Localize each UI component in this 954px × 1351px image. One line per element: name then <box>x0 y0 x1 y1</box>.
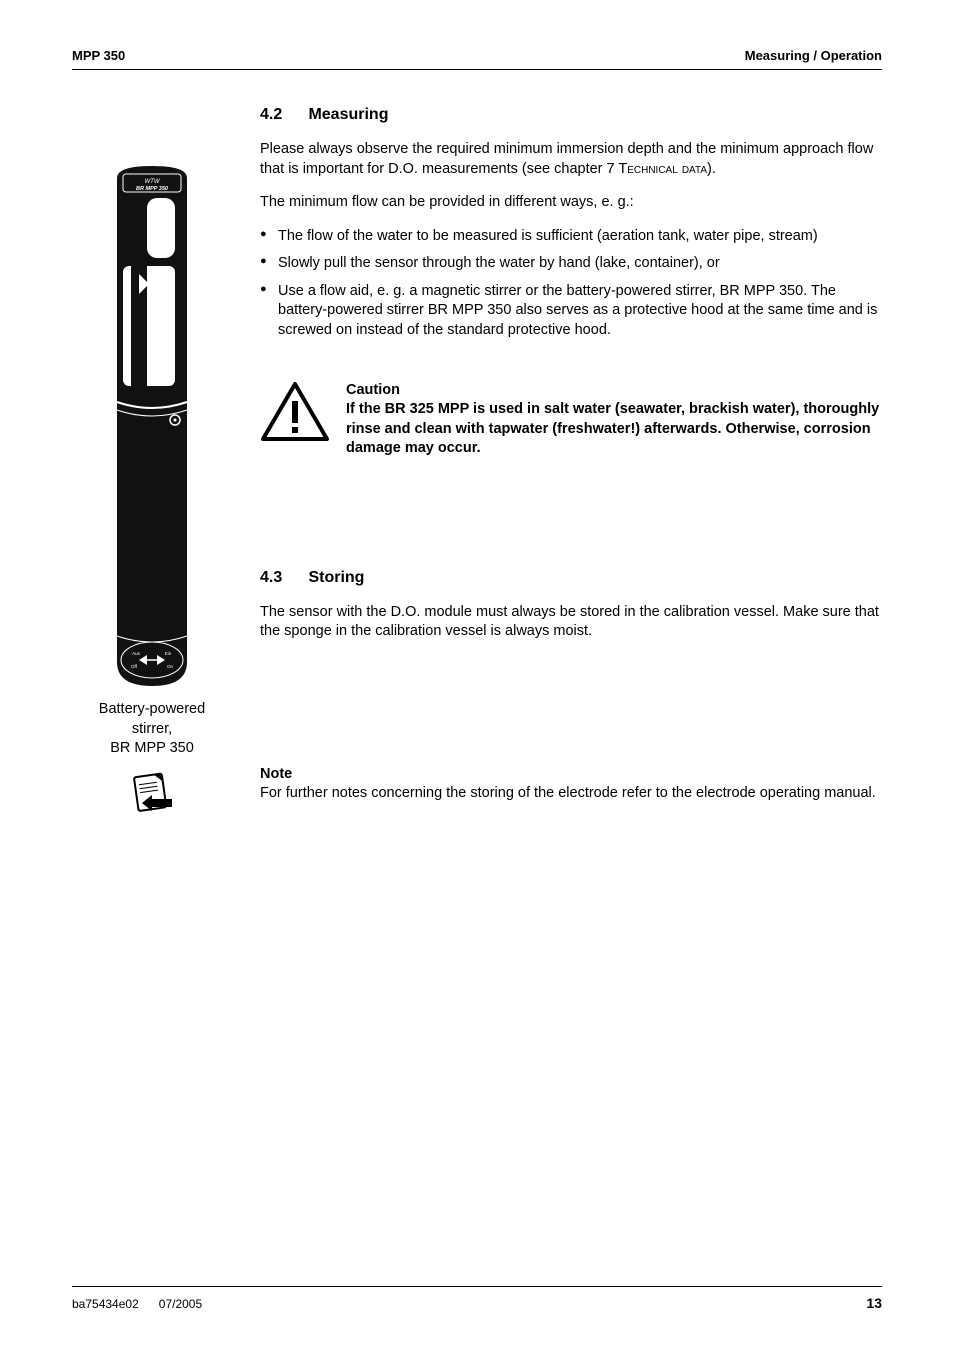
left-column: WTW BR MPP 350 <box>72 106 232 759</box>
stirrer-caption: Battery-powered stirrer, BR MPP 350 <box>72 700 232 759</box>
bullet-item: Slowly pull the sensor through the water… <box>260 254 882 274</box>
measuring-bullets: The flow of the water to be measured is … <box>260 227 882 341</box>
bullet-item: Use a flow aid, e. g. a magnetic stirrer… <box>260 282 882 341</box>
storing-para1: The sensor with the D.O. module must alw… <box>260 603 882 642</box>
section-title: Storing <box>308 569 364 586</box>
header-left: MPP 350 <box>72 48 125 63</box>
note-title: Note <box>260 766 292 782</box>
svg-text:WTW: WTW <box>145 179 161 185</box>
section-measuring-heading: 4.2 Measuring <box>260 106 882 124</box>
caution-title: Caution <box>346 381 882 401</box>
footer-date: 07/2005 <box>159 1297 202 1311</box>
page-footer: ba75434e02 07/2005 13 <box>72 1286 882 1311</box>
caution-icon <box>260 381 330 443</box>
section-title: Measuring <box>308 106 388 123</box>
para1-b: ). <box>707 161 716 177</box>
caption-line2: stirrer, <box>132 721 172 737</box>
measuring-para2: The minimum flow can be provided in diff… <box>260 193 882 213</box>
caution-text: Caution If the BR 325 MPP is used in sal… <box>346 381 882 459</box>
page: MPP 350 Measuring / Operation WTW BR MPP… <box>0 0 954 1351</box>
note-body: For further notes concerning the storing… <box>260 785 876 801</box>
note-icon-wrap <box>72 765 232 815</box>
bullet-item: The flow of the water to be measured is … <box>260 227 882 247</box>
storing-block: 4.3 Storing The sensor with the D.O. mod… <box>260 569 882 642</box>
caution-body: If the BR 325 MPP is used in salt water … <box>346 401 879 456</box>
svg-text:Off: Off <box>131 664 138 669</box>
svg-text:Ein: Ein <box>165 651 172 656</box>
section-number: 4.3 <box>260 569 304 587</box>
section-number: 4.2 <box>260 106 304 124</box>
page-header: MPP 350 Measuring / Operation <box>72 48 882 70</box>
para1-smallcaps: echnical data <box>627 161 707 177</box>
footer-doc-id: ba75434e02 <box>72 1297 139 1311</box>
footer-page-number: 13 <box>866 1295 882 1311</box>
caution-callout: Caution If the BR 325 MPP is used in sal… <box>260 381 882 459</box>
note-text: Note For further notes concerning the st… <box>260 765 882 804</box>
section-storing-heading: 4.3 Storing <box>260 569 882 587</box>
note-icon <box>128 767 176 815</box>
caption-line1: Battery-powered <box>99 701 205 717</box>
content-grid: WTW BR MPP 350 <box>72 106 882 759</box>
svg-text:Aus: Aus <box>132 651 141 656</box>
right-column: 4.2 Measuring Please always observe the … <box>260 106 882 759</box>
footer-left: ba75434e02 07/2005 <box>72 1297 202 1311</box>
caption-line3: BR MPP 350 <box>110 740 194 756</box>
svg-text:BR MPP 350: BR MPP 350 <box>136 186 168 192</box>
stirrer-illustration: WTW BR MPP 350 <box>97 166 207 686</box>
measuring-para1: Please always observe the required minim… <box>260 140 882 179</box>
para1-a: Please always observe the required minim… <box>260 141 873 177</box>
svg-text:On: On <box>167 664 174 669</box>
note-row: Note For further notes concerning the st… <box>72 765 882 815</box>
header-right: Measuring / Operation <box>745 48 882 63</box>
note-text-wrap: Note For further notes concerning the st… <box>260 765 882 815</box>
